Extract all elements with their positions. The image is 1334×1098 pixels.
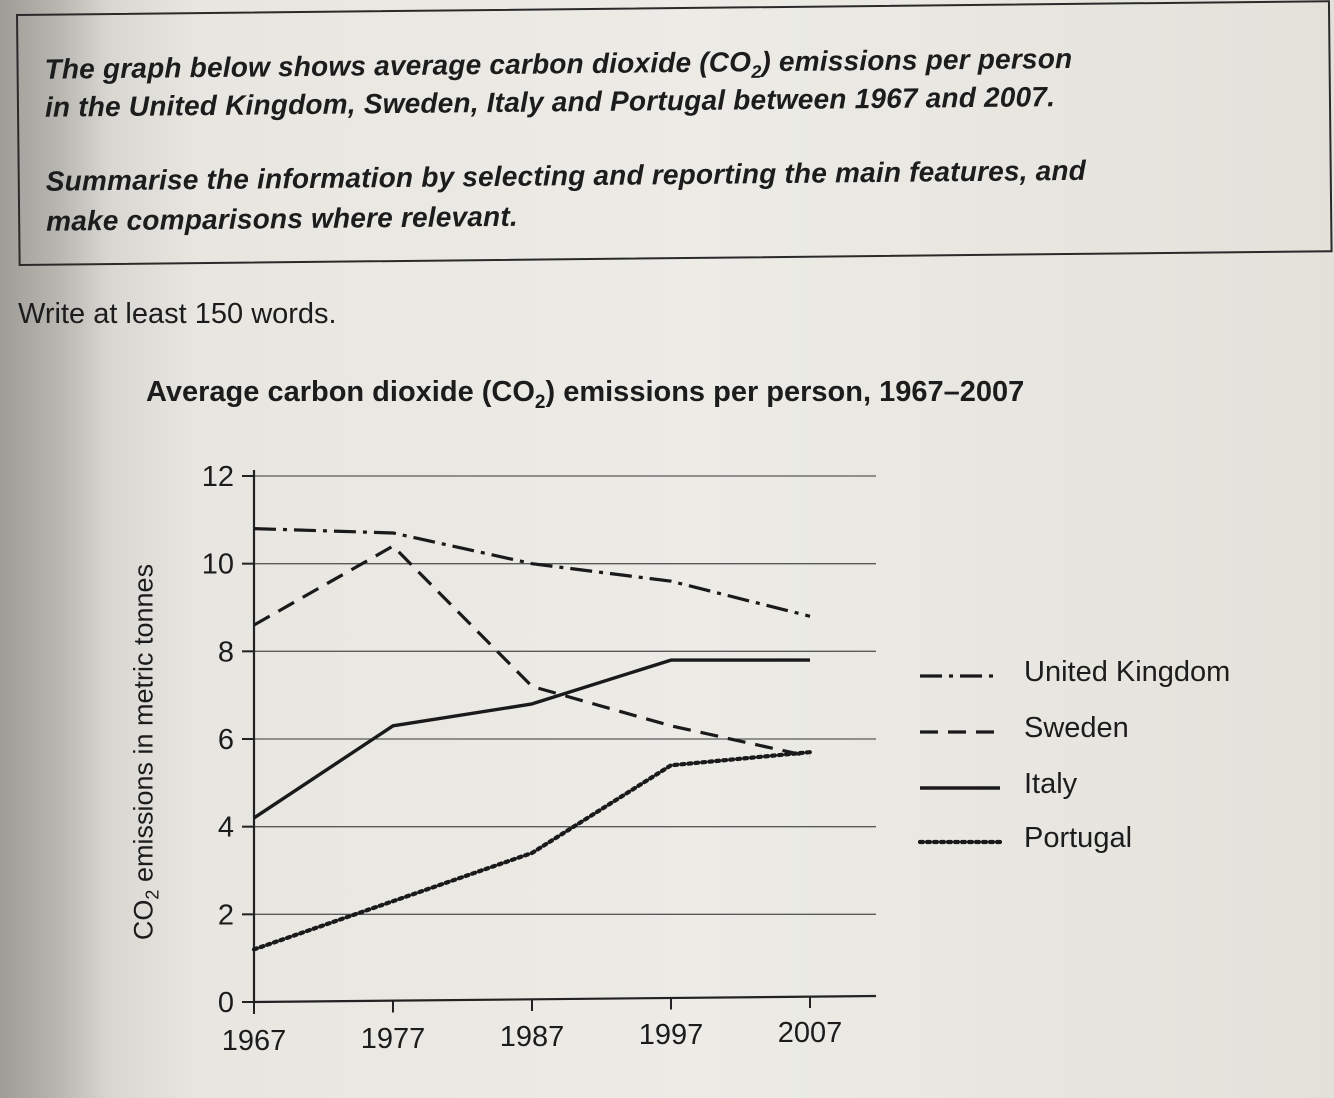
y-tick-label: 6 xyxy=(218,724,234,756)
legend-swatch xyxy=(920,674,1000,678)
y-tick-label: 10 xyxy=(202,549,234,581)
series-line-portugal xyxy=(251,750,813,952)
y-tick-label: 0 xyxy=(218,987,234,1019)
x-tick-label: 1967 xyxy=(222,1025,287,1057)
series-line-italy xyxy=(253,658,810,820)
x-tick-label: 1987 xyxy=(500,1021,565,1053)
legend-label: Portugal xyxy=(1024,822,1133,854)
legend-swatch xyxy=(920,786,1000,790)
x-tick-label: 2007 xyxy=(778,1017,843,1049)
legend-label: Italy xyxy=(1024,768,1078,800)
legend-item: Sweden xyxy=(916,712,1296,752)
x-tick-label: 1997 xyxy=(639,1019,704,1051)
legend-item: Portugal xyxy=(916,822,1296,862)
x-axis-line xyxy=(253,994,877,1004)
series-lines xyxy=(251,527,813,952)
legend-label: Sweden xyxy=(1024,712,1129,744)
legend-label: United Kingdom xyxy=(1024,656,1231,688)
y-tick-label: 2 xyxy=(218,899,234,931)
chart-title: Average carbon dioxide (CO2) emissions p… xyxy=(146,376,1025,413)
legend-swatch xyxy=(920,730,1000,734)
word-count-instruction: Write at least 150 words. xyxy=(18,298,337,330)
tick-labels: 0 2 4 6 8 10 12 1967 1977 1987 1997 2007 xyxy=(202,461,843,1057)
x-tick-label: 1977 xyxy=(361,1023,426,1055)
axes xyxy=(242,470,877,1014)
legend-item: United Kingdom xyxy=(916,656,1296,696)
y-tick-label: 4 xyxy=(218,812,234,844)
series-line-united-kingdom xyxy=(253,527,811,618)
grid-lines xyxy=(254,475,876,915)
y-tick-label: 12 xyxy=(202,461,234,493)
legend-swatch xyxy=(917,839,1003,845)
y-tick-label: 8 xyxy=(218,636,234,668)
legend-item: Italy xyxy=(916,768,1296,808)
series-line-sweden xyxy=(253,544,811,759)
